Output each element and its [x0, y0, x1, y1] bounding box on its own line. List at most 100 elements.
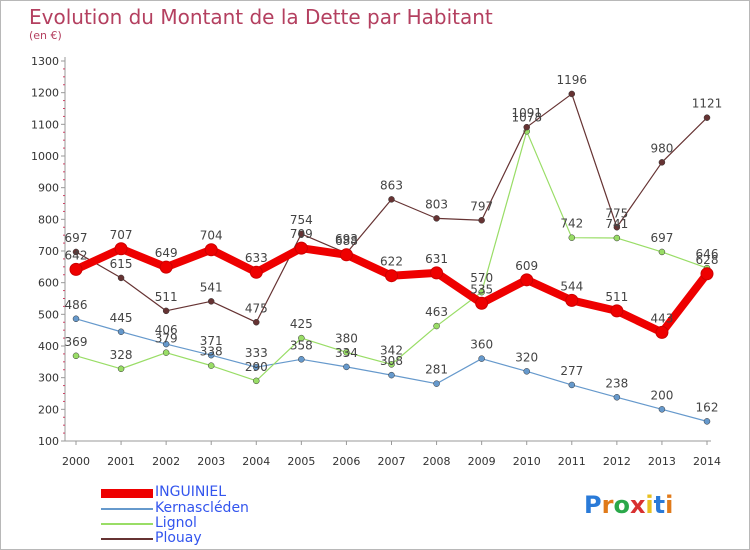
x-tick-label: 2014	[693, 455, 721, 468]
data-label: 445	[110, 311, 133, 325]
data-point	[703, 114, 711, 121]
data-label: 622	[380, 255, 403, 269]
logo-letter: x	[629, 491, 646, 519]
data-label: 633	[245, 251, 268, 265]
y-tick-label: 700	[38, 245, 59, 258]
logo-letter: r	[601, 491, 614, 519]
legend-swatch	[101, 523, 153, 525]
data-label: 688	[335, 234, 358, 248]
data-point	[700, 267, 714, 281]
chart-title: Evolution du Montant de la Dette par Hab…	[29, 5, 493, 29]
x-tick-label: 2001	[107, 455, 135, 468]
data-point	[658, 159, 666, 166]
y-tick-label: 600	[38, 277, 59, 290]
y-tick-label: 400	[38, 340, 59, 353]
x-tick-label: 2002	[152, 455, 180, 468]
logo-letter: i	[645, 491, 654, 519]
legend-swatch	[101, 489, 153, 498]
data-point	[117, 365, 125, 373]
data-label: 162	[696, 400, 719, 414]
data-point	[388, 371, 395, 379]
data-label: 342	[380, 343, 403, 357]
data-point	[249, 265, 263, 279]
data-point	[658, 248, 666, 256]
data-point	[658, 406, 666, 413]
x-tick-label: 2004	[242, 455, 270, 468]
data-point	[117, 274, 125, 282]
data-point	[478, 355, 485, 362]
data-point	[343, 349, 350, 356]
data-point	[69, 262, 83, 276]
data-label: 338	[200, 345, 223, 359]
data-point	[72, 352, 80, 360]
x-tick-label: 2010	[513, 455, 541, 468]
data-label: 406	[155, 323, 178, 337]
data-label: 803	[425, 197, 448, 211]
data-label: 369	[65, 335, 88, 349]
data-point	[475, 296, 489, 310]
data-point	[162, 307, 170, 315]
data-point	[72, 248, 80, 256]
data-point	[162, 340, 170, 348]
data-point	[613, 234, 621, 242]
logo-letter: i	[665, 491, 674, 519]
data-label: 642	[65, 248, 88, 262]
y-tick-label: 1200	[31, 87, 59, 100]
data-label: 754	[290, 213, 313, 227]
data-label: 281	[425, 363, 448, 377]
data-point	[613, 394, 621, 401]
data-label: 1091	[511, 106, 542, 120]
y-tick-label: 1300	[31, 55, 59, 68]
x-tick-label: 2009	[468, 455, 496, 468]
chart-unit-label: (en €)	[29, 29, 62, 42]
data-point	[568, 90, 576, 98]
data-label: 741	[605, 217, 628, 231]
data-label: 486	[65, 298, 88, 312]
data-point	[523, 123, 530, 131]
legend-item-kernascleden: Kernascléden	[101, 500, 301, 516]
data-label: 511	[155, 290, 178, 304]
logo-letter: P	[584, 491, 602, 519]
data-label: 544	[560, 279, 583, 293]
legend-swatch	[101, 508, 153, 510]
legend-label: Kernascléden	[155, 500, 249, 516]
data-point	[430, 266, 444, 280]
x-tick-label: 2012	[603, 455, 631, 468]
data-label: 775	[605, 206, 628, 220]
data-point	[207, 351, 215, 359]
logo-letter: t	[653, 491, 666, 519]
data-label: 1121	[692, 97, 723, 111]
data-label: 511	[605, 290, 628, 304]
data-point	[478, 288, 485, 296]
data-label: 697	[65, 231, 88, 245]
y-tick-label: 200	[38, 403, 59, 416]
data-label: 615	[110, 257, 133, 271]
data-label: 1078	[511, 110, 542, 124]
x-tick-label: 2000	[62, 455, 90, 468]
data-label: 360	[470, 338, 493, 352]
data-point	[298, 356, 305, 363]
data-point	[298, 334, 305, 342]
y-tick-label: 800	[38, 213, 59, 226]
data-label: 358	[290, 338, 313, 352]
data-point	[613, 224, 621, 231]
y-tick-label: 300	[38, 372, 59, 385]
data-point	[72, 315, 80, 323]
data-point	[388, 196, 395, 203]
data-label: 797	[470, 199, 493, 213]
logo-letter: o	[613, 491, 630, 519]
data-label: 443	[650, 311, 673, 325]
data-label: 709	[290, 227, 313, 241]
data-point	[433, 380, 440, 387]
data-point	[523, 368, 530, 375]
x-tick-label: 2013	[648, 455, 676, 468]
data-label: 980	[650, 141, 673, 155]
data-label: 320	[515, 350, 538, 364]
y-tick-label: 1100	[31, 118, 59, 131]
data-label: 631	[425, 252, 448, 266]
data-point	[162, 349, 170, 356]
data-point	[433, 322, 440, 330]
data-label: 628	[696, 253, 719, 267]
data-point	[478, 217, 485, 224]
